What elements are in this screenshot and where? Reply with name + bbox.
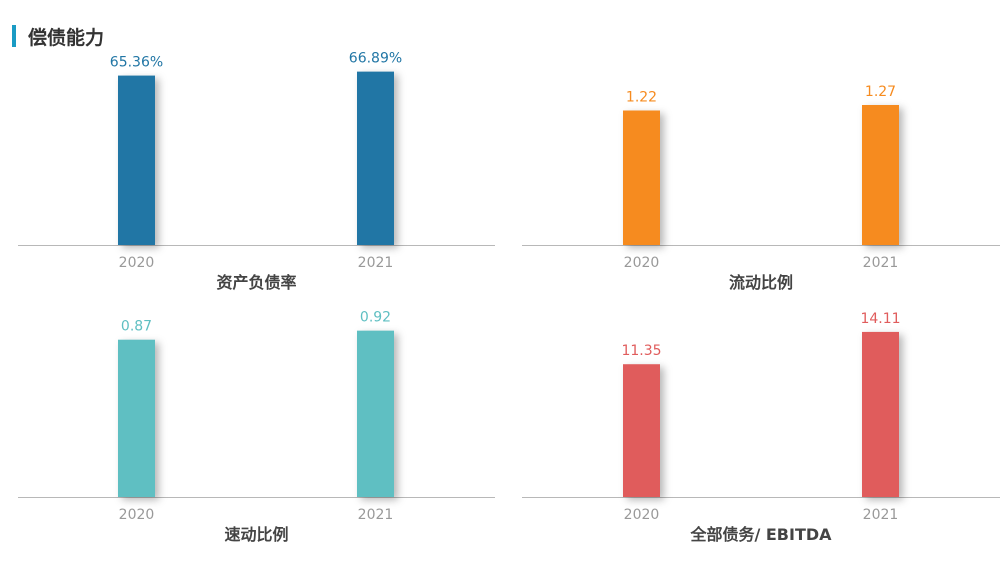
data-label: 14.11 <box>860 311 900 327</box>
x-tick-label: 2021 <box>358 255 394 271</box>
x-tick-label: 2021 <box>358 507 394 523</box>
section-header: 偿债能力 <box>12 24 105 49</box>
data-label: 1.27 <box>865 84 896 100</box>
data-label: 1.22 <box>626 90 657 106</box>
data-label: 11.35 <box>621 343 661 359</box>
data-label: 0.87 <box>121 319 152 335</box>
chart-2: 1.22 2020 1.27 2021 流动比例 <box>522 84 1000 292</box>
x-tick-label: 2020 <box>119 255 155 271</box>
chart-title: 流动比例 <box>729 273 793 292</box>
data-label: 0.92 <box>360 310 391 326</box>
data-label: 66.89% <box>349 51 402 67</box>
bar <box>118 339 155 497</box>
chart-title: 速动比例 <box>224 525 288 544</box>
section-title: 偿债能力 <box>28 26 105 49</box>
data-label: 65.36% <box>110 55 163 71</box>
x-tick-label: 2021 <box>863 255 899 271</box>
x-tick-label: 2021 <box>863 507 899 523</box>
bar <box>357 71 394 245</box>
chart-3: 0.87 2020 0.92 2021 速动比例 <box>18 310 495 544</box>
x-tick-label: 2020 <box>119 507 155 523</box>
chart-1: 65.36% 2020 66.89% 2021 资产负债率 <box>18 51 495 292</box>
header-accent-bar <box>12 25 16 47</box>
bar <box>862 104 899 245</box>
chart-title: 资产负债率 <box>216 273 296 292</box>
bar <box>862 331 899 497</box>
bar <box>357 330 394 497</box>
x-tick-label: 2020 <box>624 255 660 271</box>
x-tick-label: 2020 <box>624 507 660 523</box>
bar <box>118 75 155 246</box>
chart-title: 全部债务/ EBITDA <box>689 525 832 544</box>
bar <box>623 110 660 245</box>
bar <box>623 364 660 497</box>
chart-4: 11.35 2020 14.11 2021 全部债务/ EBITDA <box>522 311 1000 544</box>
